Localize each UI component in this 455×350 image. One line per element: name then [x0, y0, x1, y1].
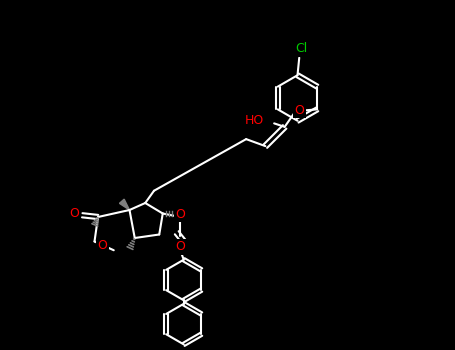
Polygon shape: [119, 199, 130, 210]
Text: Cl: Cl: [295, 42, 307, 56]
Text: O: O: [175, 208, 185, 221]
Text: HO: HO: [244, 114, 263, 127]
Text: O: O: [175, 240, 185, 253]
Text: O: O: [70, 207, 80, 220]
Text: O: O: [294, 104, 304, 117]
Text: O: O: [97, 239, 107, 252]
